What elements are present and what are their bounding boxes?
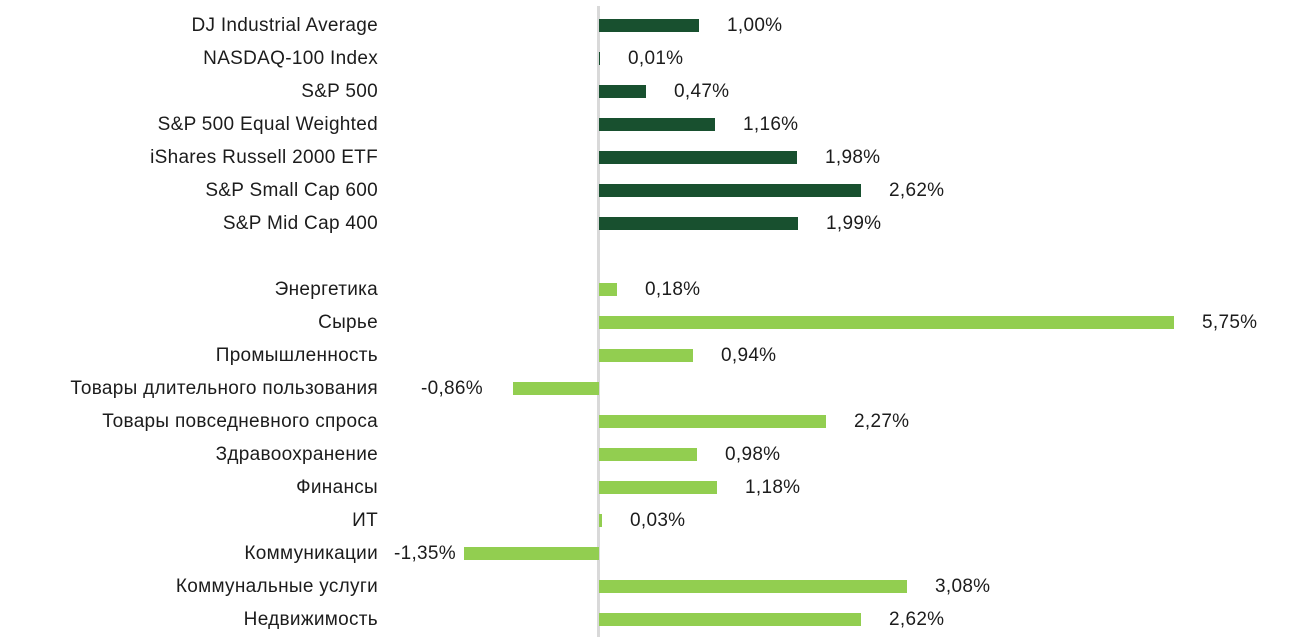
- bar-positive: [599, 283, 617, 296]
- value-label: 0,47%: [674, 80, 730, 102]
- value-label: 2,62%: [889, 179, 945, 201]
- bar-positive: [599, 184, 861, 197]
- bar-positive: [599, 52, 600, 65]
- category-label: S&P Small Cap 600: [205, 179, 378, 201]
- value-label: 1,16%: [743, 113, 799, 135]
- value-label: 0,03%: [630, 509, 686, 531]
- category-label: iShares Russell 2000 ETF: [150, 146, 378, 168]
- category-label: S&P 500: [301, 80, 378, 102]
- category-label: ИТ: [352, 509, 378, 531]
- category-label: Коммунальные услуги: [175, 575, 378, 597]
- bar-negative: [464, 547, 599, 560]
- value-label: -0,86%: [420, 377, 483, 399]
- value-label: 0,98%: [725, 443, 781, 465]
- category-label: S&P Mid Cap 400: [222, 212, 378, 234]
- category-label: Промышленность: [215, 344, 378, 366]
- value-label: -1,35%: [393, 542, 456, 564]
- value-label: 5,75%: [1202, 311, 1258, 333]
- value-label: 1,00%: [727, 14, 783, 36]
- bar-positive: [599, 448, 697, 461]
- y-axis-line: [597, 6, 600, 637]
- category-label: Товары повседневного спроса: [102, 410, 378, 432]
- category-label: NASDAQ-100 Index: [203, 47, 378, 69]
- category-label: Энергетика: [274, 278, 378, 300]
- bar-positive: [599, 19, 699, 32]
- value-label: 1,98%: [825, 146, 881, 168]
- value-label: 1,99%: [826, 212, 882, 234]
- bar-positive: [599, 349, 693, 362]
- value-label: 0,18%: [645, 278, 701, 300]
- bar-positive: [599, 316, 1174, 329]
- category-label: Сырье: [318, 311, 378, 333]
- bar-positive: [599, 580, 907, 593]
- bar-positive: [599, 481, 717, 494]
- bar-negative: [513, 382, 599, 395]
- category-label: Здравоохранение: [215, 443, 378, 465]
- category-label: Коммуникации: [244, 542, 378, 564]
- category-label: Недвижимость: [243, 608, 378, 630]
- value-label: 3,08%: [935, 575, 991, 597]
- bar-positive: [599, 514, 602, 527]
- bar-positive: [599, 118, 715, 131]
- value-label: 2,27%: [854, 410, 910, 432]
- bar-positive: [599, 85, 646, 98]
- category-label: Финансы: [296, 476, 378, 498]
- bar-positive: [599, 613, 861, 626]
- category-label: S&P 500 Equal Weighted: [157, 113, 378, 135]
- value-label: 0,01%: [628, 47, 684, 69]
- bar-positive: [599, 217, 798, 230]
- bar-positive: [599, 151, 797, 164]
- value-label: 0,94%: [721, 344, 777, 366]
- bar-positive: [599, 415, 826, 428]
- category-label: Товары длительного пользования: [70, 377, 378, 399]
- value-label: 2,62%: [889, 608, 945, 630]
- value-label: 1,18%: [745, 476, 801, 498]
- category-label: DJ Industrial Average: [191, 14, 378, 36]
